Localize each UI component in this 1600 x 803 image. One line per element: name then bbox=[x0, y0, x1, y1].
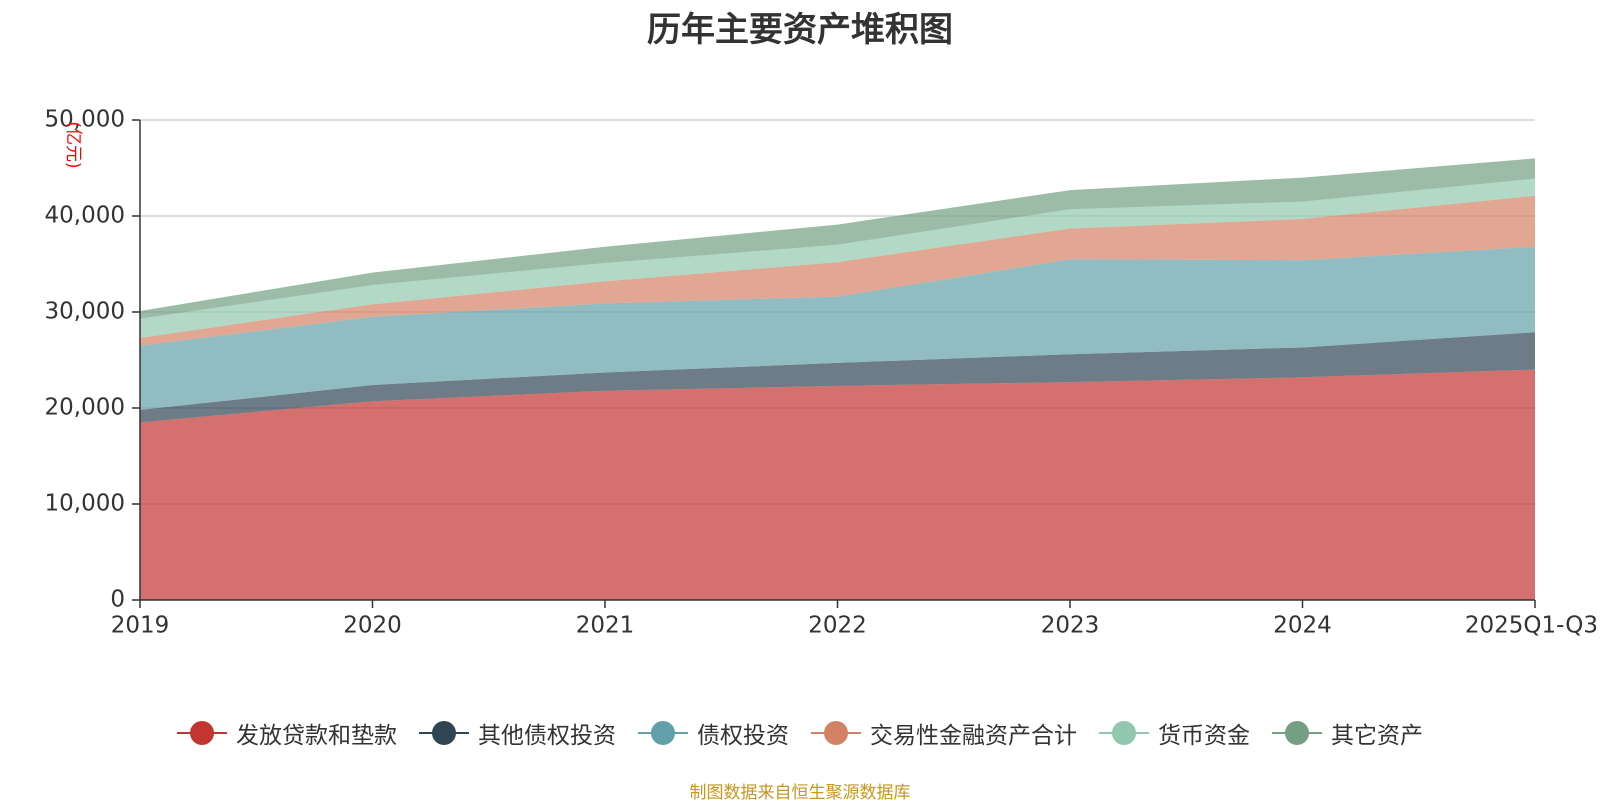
x-tick-label: 2019 bbox=[111, 613, 170, 639]
legend-label: 交易性金融资产合计 bbox=[870, 723, 1077, 749]
y-tick-label: 30,000 bbox=[45, 299, 125, 325]
x-tick-label: 2020 bbox=[343, 613, 402, 639]
y-tick-label: 10,000 bbox=[45, 491, 125, 517]
legend-item[interactable]: 其他债权投资 bbox=[419, 716, 616, 750]
legend-label: 发放贷款和垫款 bbox=[236, 723, 397, 749]
legend-marker-icon bbox=[419, 721, 469, 745]
x-tick-label: 2024 bbox=[1273, 613, 1332, 639]
area-series-3 bbox=[140, 246, 1535, 410]
area-series-5 bbox=[140, 178, 1535, 338]
y-axis-label: (亿元) bbox=[63, 121, 83, 168]
y-tick-label: 50,000 bbox=[45, 107, 125, 133]
source-note: 制图数据来自恒生聚源数据库 bbox=[689, 783, 911, 803]
axes: 0 10,000 20,000 30,000 40,000 50,000 2019 2020 2… bbox=[45, 107, 1598, 639]
y-tick-label: 40,000 bbox=[45, 203, 125, 229]
legend-label: 其它资产 bbox=[1331, 723, 1423, 749]
legend-label: 其他债权投资 bbox=[478, 723, 616, 749]
x-tick-label: 2022 bbox=[808, 613, 867, 639]
chart-title: 历年主要资产堆积图 bbox=[647, 10, 953, 50]
legend: 发放贷款和垫款 其他债权投资 债权投资 交易性金融资产合计 货币资金 其它资产 bbox=[0, 716, 1600, 750]
legend-item[interactable]: 债权投资 bbox=[638, 716, 789, 750]
area-series-4 bbox=[140, 195, 1535, 346]
legend-item[interactable]: 其它资产 bbox=[1272, 716, 1423, 750]
legend-marker-icon bbox=[1099, 721, 1149, 745]
area-series-2 bbox=[140, 332, 1535, 423]
legend-marker-icon bbox=[177, 721, 227, 745]
legend-item[interactable]: 交易性金融资产合计 bbox=[811, 716, 1077, 750]
x-tick-label: 2023 bbox=[1041, 613, 1100, 639]
x-tick-label: 2021 bbox=[576, 613, 635, 639]
legend-marker-icon bbox=[638, 721, 688, 745]
legend-item[interactable]: 货币资金 bbox=[1099, 716, 1250, 750]
legend-marker-icon bbox=[1272, 721, 1322, 745]
area-series bbox=[140, 158, 1535, 600]
area-series-1 bbox=[140, 369, 1535, 600]
area-series-6 bbox=[140, 158, 1535, 319]
legend-marker-icon bbox=[811, 721, 861, 745]
legend-item[interactable]: 发放贷款和垫款 bbox=[177, 716, 397, 750]
legend-label: 债权投资 bbox=[697, 723, 789, 749]
legend-label: 货币资金 bbox=[1158, 723, 1250, 749]
y-tick-label: 0 bbox=[110, 587, 125, 613]
y-tick-label: 20,000 bbox=[45, 395, 125, 421]
x-tick-label: 2025Q1-Q3 bbox=[1465, 613, 1598, 639]
